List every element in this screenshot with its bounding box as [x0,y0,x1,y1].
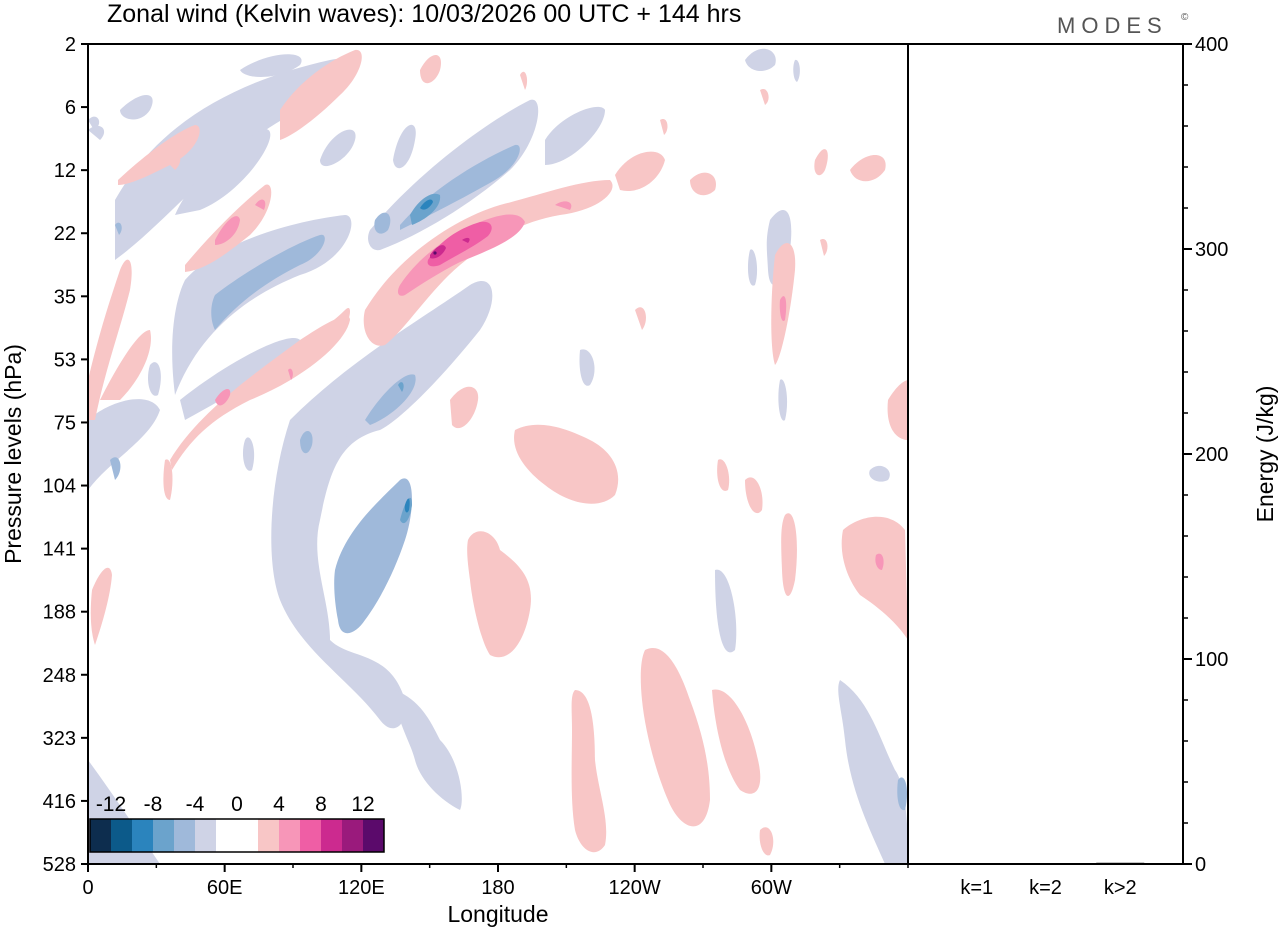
modes-logo: MODES [1057,13,1168,38]
y-axis: 2 6 12 22 35 53 75 104 141 188 248 323 416 528 [43,34,88,876]
y-tick-label: 104 [43,476,76,498]
colorbar-swatch [321,819,342,852]
y-tick-label: 6 [65,97,76,119]
x-tick-label: 60W [751,877,792,899]
positive-peak-shading [427,221,492,267]
logo-mark: © [1181,12,1189,23]
colorbar-swatch [132,819,153,852]
energy-y-axis: 0 100 200 300 400 [1183,34,1228,876]
colorbar-swatch [174,819,195,852]
y-tick-label: 2 [65,34,76,56]
colorbar-swatch [153,819,174,852]
energy-category-label: k=2 [1029,877,1062,899]
energy-tick-label: 100 [1195,649,1228,671]
energy-category-label: k>2 [1104,877,1137,899]
y-tick-label: 528 [43,854,76,876]
colorbar-swatch [111,819,132,852]
y-tick-label: 323 [43,728,76,750]
y-tick-label: 141 [43,539,76,561]
colorbar-swatch [237,819,258,852]
colorbar-swatch [258,819,279,852]
positive-anomaly-shading [88,49,908,856]
colorbar-swatch [90,819,111,852]
energy-axis-label: Energy (J/kg) [1252,386,1278,523]
y-tick-label: 416 [43,791,76,813]
energy-bar [1096,862,1145,864]
y-tick-label: 22 [54,223,76,245]
colorbar-swatch [279,819,300,852]
y-tick-label: 35 [54,286,76,308]
colorbar-label: 0 [231,793,243,816]
x-tick-label: 120W [609,877,661,899]
colorbar-swatch [300,819,321,852]
energy-tick-label: 300 [1195,239,1228,261]
y-axis-label: Pressure levels (hPa) [0,344,26,564]
energy-bars: k=1 k=2 k>2 [952,862,1145,899]
chart-title: Zonal wind (Kelvin waves): 10/03/2026 00… [107,0,741,28]
x-tick-label: 0 [82,877,93,899]
x-tick-label: 60E [207,877,243,899]
y-tick-label: 248 [43,665,76,687]
energy-tick-label: 200 [1195,444,1228,466]
energy-tick-label: 400 [1195,34,1228,56]
colorbar-label: -8 [144,793,163,816]
y-tick-label: 75 [54,412,76,434]
positive-strong-shading [215,199,884,570]
colorbar-swatch [342,819,363,852]
x-axis-label: Longitude [447,901,548,927]
colorbar-label: -12 [96,793,126,816]
x-axis: 0 60E 120E 180 120W 60W [82,864,909,899]
energy-tick-label: 0 [1195,854,1206,876]
colorbar-label: 12 [351,793,374,816]
colorbar: -12 -8 -4 0 4 8 12 [89,793,385,853]
colorbar-swatch [195,819,216,852]
colorbar-swatch [216,819,237,852]
colorbar-label: 4 [273,793,285,816]
y-tick-label: 12 [54,160,76,182]
energy-panel: 0 100 200 300 400 k=1 k=2 k>2 Energy (J/kg) [907,34,1278,899]
energy-bar [1021,863,1070,864]
energy-bar [952,863,1001,864]
colorbar-label: 8 [315,793,327,816]
colorbar-label: -4 [186,793,205,816]
colorbar-swatch [363,819,384,852]
x-tick-label: 120E [338,877,385,899]
y-tick-label: 188 [43,602,76,624]
colorbar-frame [89,818,385,853]
y-tick-label: 53 [54,349,76,371]
contour-plot: -12 -8 -4 0 4 8 12 [87,43,909,865]
x-tick-label: 180 [481,877,514,899]
energy-category-label: k=1 [960,877,993,899]
